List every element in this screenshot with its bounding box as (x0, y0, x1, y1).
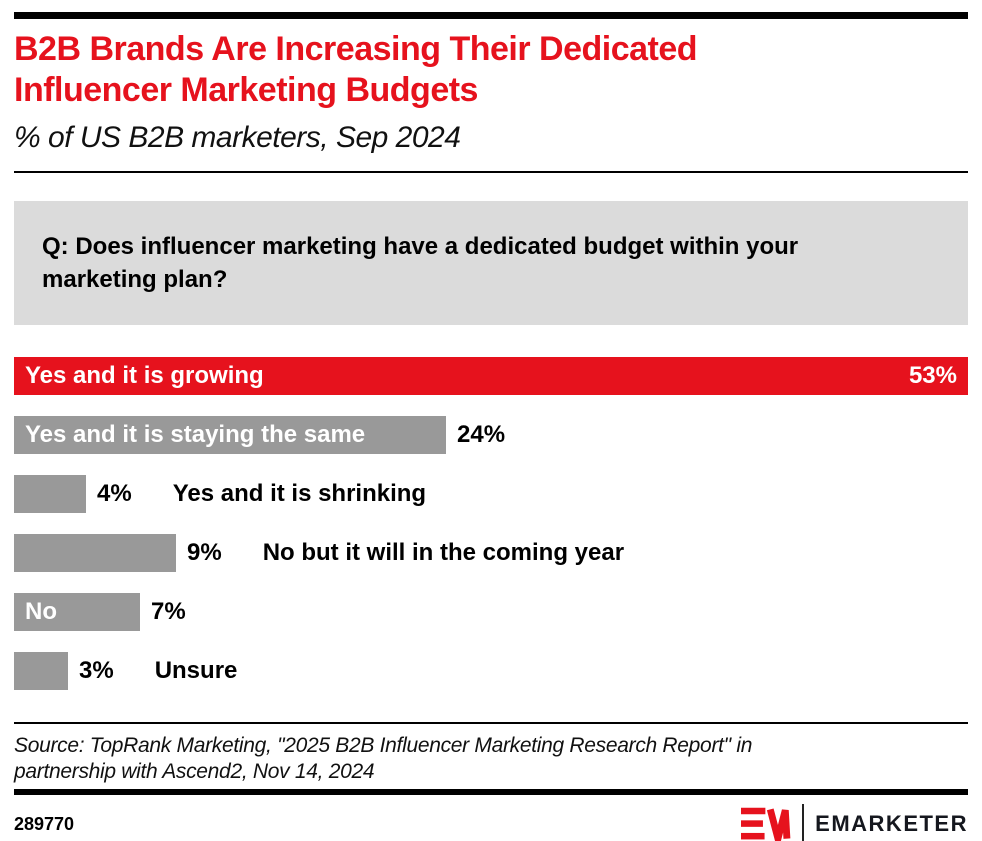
bar: Yes and it is staying the same (14, 416, 446, 454)
bar (14, 475, 86, 513)
bar: Yes and it is growing 53% (14, 357, 968, 395)
bar-label: No (25, 598, 57, 625)
chart-id: 289770 (14, 813, 75, 834)
question-line-2: marketing plan? (42, 266, 228, 293)
bar (14, 652, 68, 690)
bar: No (14, 593, 140, 631)
footer-rule (14, 789, 968, 795)
bar-row: Yes and it is staying the same 24% (14, 416, 968, 454)
source-divider (14, 722, 968, 724)
bar-label: Unsure (154, 657, 238, 684)
logo-divider (802, 804, 805, 841)
source-note: Source: TopRank Marketing, "2025 B2B Inf… (14, 733, 968, 785)
header-divider (14, 171, 968, 173)
source-line-2: partnership with Ascend2, Nov 14, 2024 (14, 760, 375, 783)
bar-row: 9% No but it will in the coming year (14, 534, 968, 572)
bar-row: 4% Yes and it is shrinking (14, 475, 968, 513)
page-subtitle: % of US B2B marketers, Sep 2024 (14, 121, 461, 154)
bar-value: 4% (97, 480, 132, 507)
bar-row: 3% Unsure (14, 652, 968, 690)
page-title-line-1: B2B Brands Are Increasing Their Dedicate… (14, 30, 698, 68)
bar-value: 24% (457, 421, 506, 448)
bar-chart: Yes and it is growing 53% Yes and it is st… (14, 357, 968, 690)
bar-value: 9% (187, 539, 222, 566)
bar-value: 53% (908, 362, 957, 389)
bar-label: Yes and it is shrinking (172, 480, 427, 507)
page-title: B2B Brands Are Increasing Their Dedicate… (14, 29, 968, 111)
emarketer-logo: EMARKETER (741, 804, 968, 841)
top-rule (14, 12, 968, 19)
emarketer-logo-icon (741, 807, 791, 841)
question-box: Q: Does influencer marketing have a dedi… (14, 201, 968, 325)
bar-row: No 7% (14, 593, 968, 631)
footer: 289770 EMARKETER (14, 803, 968, 841)
bar-value: 3% (79, 657, 114, 684)
page-title-line-2: Influencer Marketing Budgets (14, 71, 478, 109)
bar-value: 7% (151, 598, 186, 625)
bar-label: Yes and it is growing (25, 362, 264, 389)
question-line-1: Q: Does influencer marketing have a dedi… (42, 233, 799, 260)
bar-label: No but it will in the coming year (262, 539, 625, 566)
bar-label: Yes and it is staying the same (25, 421, 366, 448)
emarketer-logo-text: EMARKETER (815, 811, 968, 836)
source-line-1: Source: TopRank Marketing, "2025 B2B Inf… (14, 734, 753, 757)
bar-row: Yes and it is growing 53% (14, 357, 968, 395)
bar (14, 534, 176, 572)
